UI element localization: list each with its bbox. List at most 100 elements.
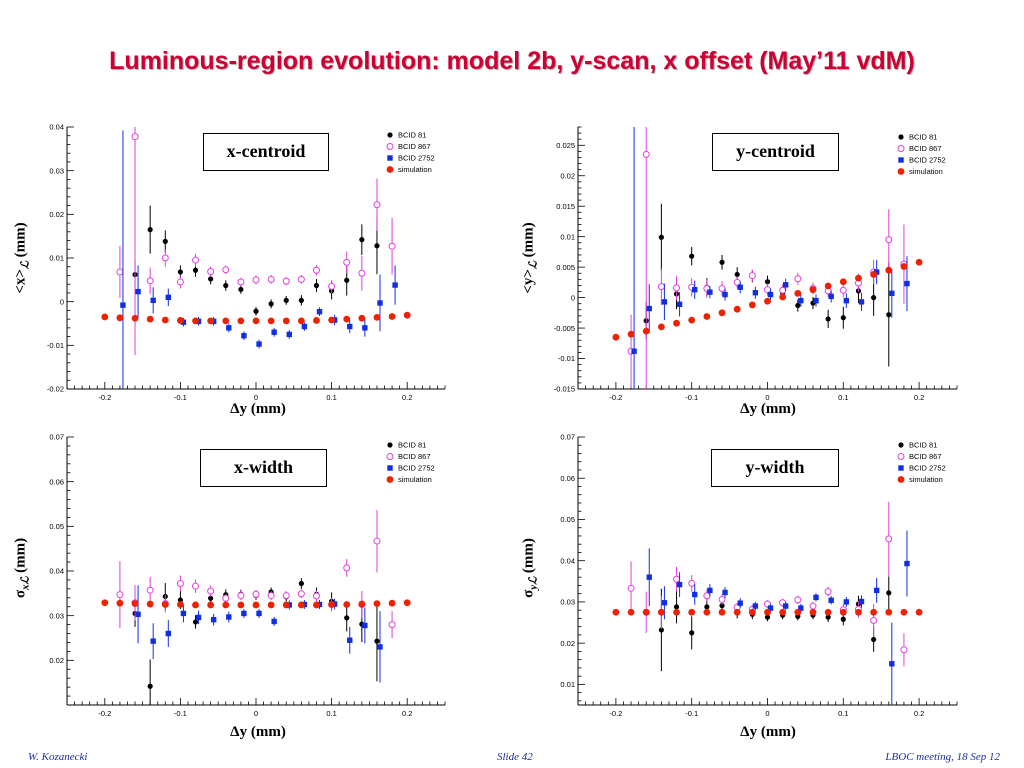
y-tick-label: 0.01	[49, 254, 64, 263]
data-point	[373, 600, 381, 608]
data-point	[673, 604, 680, 610]
data-point	[885, 236, 893, 244]
data-point	[362, 325, 368, 331]
data-point	[627, 584, 635, 592]
legend-marker	[387, 465, 393, 471]
data-point	[358, 600, 366, 608]
data-point	[176, 580, 184, 588]
x-tick-label: 0	[765, 709, 769, 718]
data-point	[885, 608, 893, 616]
data-point	[207, 268, 215, 276]
data-point	[764, 279, 771, 285]
data-point	[809, 602, 817, 610]
legend-label: BCID 867	[398, 452, 431, 461]
data-point	[828, 597, 834, 603]
data-point	[767, 291, 774, 298]
data-point	[222, 266, 230, 274]
data-point	[226, 325, 232, 331]
legend-label: BCID 81	[909, 440, 937, 449]
data-point	[131, 314, 139, 322]
y-tick-label: 0.005	[556, 263, 575, 272]
data-point	[813, 594, 819, 601]
data-point	[809, 286, 817, 294]
data-point	[207, 317, 215, 325]
y-axis-label-main: σ	[520, 589, 537, 598]
data-point	[282, 601, 290, 609]
data-point	[150, 638, 156, 644]
legend-label: BCID 81	[398, 130, 426, 139]
data-point	[101, 313, 109, 321]
legend-marker	[898, 465, 904, 471]
data-point	[873, 269, 880, 275]
data-point	[146, 586, 154, 594]
y-tick-label: 0.02	[49, 210, 64, 219]
data-point	[147, 683, 153, 689]
data-point	[673, 284, 681, 292]
data-point	[192, 619, 199, 625]
data-point	[343, 315, 351, 323]
data-point	[347, 323, 353, 330]
legend-marker	[898, 157, 904, 163]
data-point	[165, 294, 172, 300]
data-point	[131, 133, 139, 141]
data-point	[748, 608, 756, 616]
data-point	[737, 284, 743, 290]
data-point	[718, 608, 726, 616]
data-point	[252, 317, 260, 325]
data-point	[676, 301, 683, 308]
data-point	[870, 616, 878, 624]
data-point	[858, 598, 865, 605]
y-tick-label: -0.005	[554, 324, 575, 333]
data-point	[904, 560, 910, 567]
data-point	[627, 330, 635, 338]
data-point	[165, 630, 172, 637]
x-tick-label: -0.1	[174, 393, 187, 402]
data-point	[839, 278, 847, 286]
data-point	[237, 317, 245, 325]
data-point	[267, 275, 275, 283]
data-point	[813, 297, 819, 304]
data-point	[798, 605, 804, 611]
footer-author: W. Kozanecki	[28, 751, 88, 763]
x-tick-label: -0.1	[174, 709, 187, 718]
x-tick-label: 0.1	[838, 393, 848, 402]
y-tick-label: 0.03	[49, 611, 64, 620]
legend-label: BCID 867	[909, 144, 942, 153]
x-tick-label: 0.2	[402, 709, 412, 718]
data-point	[840, 315, 846, 321]
y-axis-label-unit: (mm)	[520, 538, 537, 577]
data-point	[377, 300, 383, 306]
legend-marker	[387, 132, 393, 138]
x-axis-label: Δy (mm)	[230, 724, 286, 740]
y-tick-label: 0	[60, 297, 64, 306]
data-point	[313, 317, 320, 324]
data-point	[719, 259, 725, 265]
x-tick-label: 0.2	[914, 393, 924, 402]
plot-label: x-centroid	[203, 133, 329, 171]
data-point	[734, 271, 740, 278]
data-point	[631, 348, 637, 354]
legend-marker	[898, 134, 904, 140]
data-point	[283, 297, 289, 303]
data-point	[661, 299, 668, 305]
x-tick-label: 0.2	[914, 709, 924, 718]
legend-label: BCID 2752	[398, 463, 435, 472]
data-point	[195, 614, 202, 621]
x-tick-label: 0	[765, 393, 769, 402]
data-point	[344, 277, 350, 283]
legend-marker	[387, 442, 393, 448]
data-point	[676, 581, 683, 588]
x-tick-label: -0.2	[98, 393, 111, 402]
data-point	[282, 277, 290, 285]
data-point	[192, 601, 199, 609]
data-point	[161, 316, 169, 324]
data-point	[392, 282, 398, 288]
data-point	[871, 636, 877, 643]
data-point	[362, 622, 368, 629]
data-point	[689, 630, 695, 636]
data-points	[612, 501, 923, 705]
data-point	[267, 601, 275, 609]
x-tick-label: -0.1	[685, 393, 698, 402]
x-axis-label: Δy (mm)	[740, 401, 796, 417]
